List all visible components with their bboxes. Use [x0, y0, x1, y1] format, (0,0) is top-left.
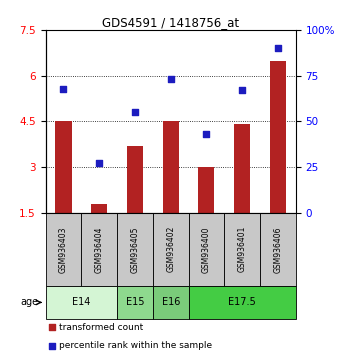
- Text: E14: E14: [72, 297, 91, 307]
- Point: [204, 131, 209, 137]
- Text: GSM936402: GSM936402: [166, 226, 175, 273]
- Bar: [224, 213, 260, 286]
- Text: E15: E15: [126, 297, 144, 307]
- Text: GSM936406: GSM936406: [273, 226, 282, 273]
- Text: GSM936404: GSM936404: [95, 226, 104, 273]
- Point: [61, 86, 66, 91]
- Bar: [55, 121, 72, 213]
- Bar: [153, 286, 189, 319]
- Bar: [117, 286, 153, 319]
- Bar: [46, 213, 81, 286]
- Bar: [234, 125, 250, 213]
- Point: [132, 109, 138, 115]
- Text: percentile rank within the sample: percentile rank within the sample: [59, 341, 213, 350]
- Point: [49, 343, 55, 348]
- Bar: [270, 61, 286, 213]
- Bar: [117, 213, 153, 286]
- Text: GSM936405: GSM936405: [130, 226, 140, 273]
- Bar: [46, 286, 117, 319]
- Point: [168, 76, 173, 82]
- Bar: [81, 213, 117, 286]
- Text: E17.5: E17.5: [228, 297, 256, 307]
- Title: GDS4591 / 1418756_at: GDS4591 / 1418756_at: [102, 16, 239, 29]
- Point: [239, 87, 245, 93]
- Bar: [189, 286, 296, 319]
- Point: [275, 46, 281, 51]
- Bar: [260, 213, 296, 286]
- Text: GSM936401: GSM936401: [238, 226, 247, 273]
- Point: [49, 325, 55, 330]
- Text: GSM936403: GSM936403: [59, 226, 68, 273]
- Bar: [91, 204, 107, 213]
- Bar: [163, 121, 179, 213]
- Point: [97, 161, 102, 166]
- Bar: [198, 167, 214, 213]
- Bar: [127, 146, 143, 213]
- Bar: [153, 213, 189, 286]
- Text: transformed count: transformed count: [59, 323, 144, 332]
- Bar: [189, 213, 224, 286]
- Text: age: age: [20, 297, 39, 307]
- Text: GSM936400: GSM936400: [202, 226, 211, 273]
- Text: E16: E16: [162, 297, 180, 307]
